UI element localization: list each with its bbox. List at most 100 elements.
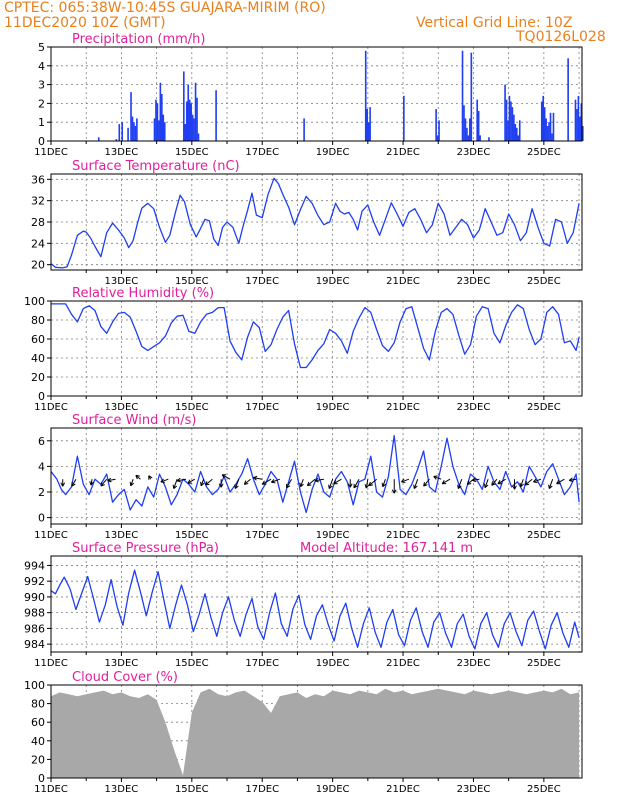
wind-vector [172,479,178,489]
precip-bar [158,120,160,141]
wind-vector-head [548,484,550,489]
precip-bar [549,112,552,141]
precip-bar [161,94,163,141]
precip-bar [115,139,118,141]
wind-vector [433,475,442,480]
wind-vector [548,479,554,489]
cloud-ytick-label: 0 [38,772,45,785]
precip-bar [546,125,549,141]
precip-bar [543,107,546,141]
pressure-ytick-label: 988 [24,607,45,620]
wind-vector-shaft [221,474,231,480]
wind-xtick-label: 11DEC [34,530,68,541]
precip-ytick-label: 3 [38,79,45,92]
wind-vector-head [173,485,178,489]
wind-xtick-label: 25DEC [527,530,561,541]
precip-bar [190,103,192,141]
wind-vector [243,478,251,485]
wind-vector-head [382,483,387,488]
wind-vector-head [457,485,462,489]
precip-bar [580,103,583,141]
temp-ytick-label: 24 [31,237,45,250]
pressure-title: Surface Pressure (hPa) [72,541,219,556]
wind-vector-shaft [333,478,342,485]
wind-vector-shaft [491,478,498,486]
cloud-xtick-label: 21DEC [386,784,420,795]
precip-bar [193,118,195,141]
precip-bar [187,84,190,141]
wind-vector-shaft [130,479,134,486]
cloud-ytick-label: 100 [24,679,45,692]
wind-vector-head [328,484,330,489]
wind-vector [333,478,342,485]
wind-vector-head [129,481,132,486]
precip-bar [369,107,371,141]
wind-vector-head [220,483,224,488]
precip-bar [159,82,162,141]
pressure-ytick-label: 992 [24,575,45,588]
humidity-xtick-label: 19DEC [316,402,350,413]
cloud-ytick-label: 60 [31,716,45,729]
wind-vector [401,478,410,484]
cloud-xtick-label: 25DEC [527,784,561,795]
wind-vector-head [176,480,182,483]
wind-vector-shaft [368,478,377,487]
pressure-frame [50,555,583,653]
precip-ytick-label: 2 [38,97,45,110]
wind-vector-head [512,485,515,490]
precip-xtick-label: 19DEC [316,147,350,158]
precip-title: Precipitation (mm/h) [72,32,205,47]
wind-vector-shaft [262,478,272,485]
precip-bar [364,50,367,142]
wind-xtick-label: 19DEC [316,530,350,541]
wind-vector-head [60,482,64,487]
precip-bar [466,127,468,141]
wind-vector [441,478,451,485]
wind-vector-head [364,484,367,489]
temp-ytick-label: 28 [31,216,45,229]
wind-vector-head [433,476,437,480]
wind-vector [253,475,263,481]
precip-bar [196,97,198,141]
wind-vector-shaft [365,479,369,489]
precip-bar [477,110,480,141]
precip-bar [194,82,197,141]
precip-bar [507,120,509,141]
pressure-xtick-label: 15DEC [175,658,209,669]
precip-bar [435,109,437,141]
wind-vector [568,477,577,483]
wind-vector-head [107,477,112,481]
precip-bar [367,122,370,141]
precip-bar [510,101,512,141]
wind-frame [50,427,583,525]
wind-vector [353,478,360,489]
precip-bar [479,135,481,141]
wind-vector-head [299,482,302,487]
precip-xtick-label: 11DEC [34,147,68,158]
precip-bar [514,124,517,141]
wind-vector [556,478,565,485]
wind-vector [413,479,419,489]
cloud-ytick-label: 20 [31,753,45,766]
wind-vector-shaft [433,475,442,480]
wind-vector [71,478,77,487]
station-header: CPTEC: 065:38W-10:45S GUAJARA-MIRIM (RO) [4,0,326,16]
wind-ytick-label: 2 [38,486,45,499]
wind-vector-head [368,481,371,486]
precip-bar [467,135,470,141]
wind-vector [200,479,205,487]
pressure-xtick-label: 19DEC [316,658,350,669]
wind-vector-head [533,481,538,484]
wind-vector [261,478,272,485]
pressure-xtick-label: 23DEC [457,658,491,669]
wind-vector-head [100,482,103,487]
wind-vector-head [176,477,181,482]
wind-vector-head [520,483,524,488]
wind-vector-head [286,485,291,489]
wind-vector-shaft [160,478,169,483]
wind-xtick-label: 15DEC [175,530,209,541]
wind-xtick-label: 13DEC [105,530,139,541]
precip-bar [197,133,200,141]
wind-vector-shaft [177,478,187,482]
